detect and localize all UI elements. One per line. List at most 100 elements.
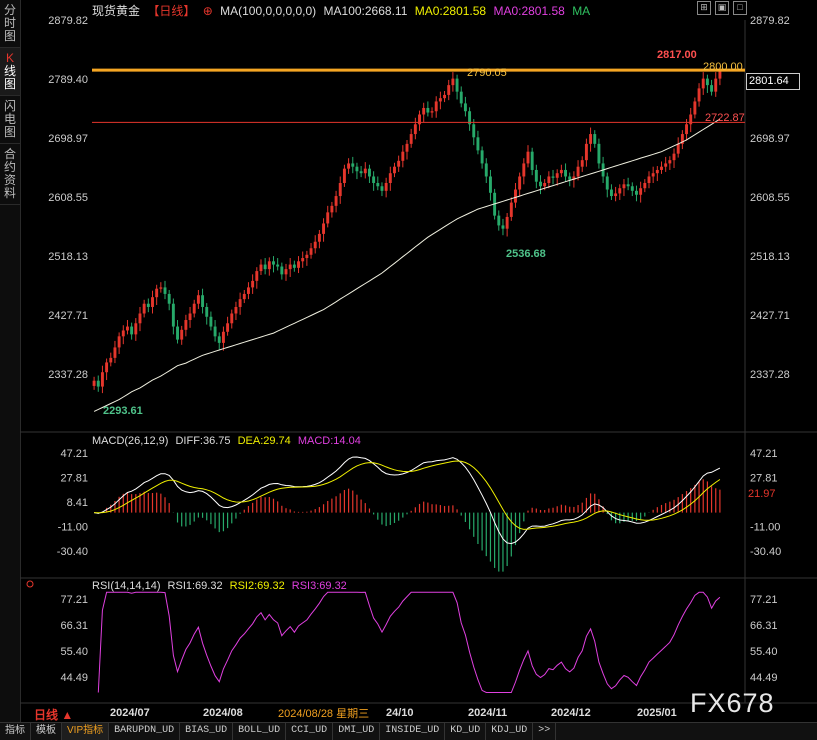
fullscreen-icon[interactable]: ⊞: [697, 1, 711, 15]
candle-body: [242, 293, 246, 300]
candle-body: [476, 137, 480, 151]
candle-body: [288, 264, 292, 270]
candle-body: [655, 169, 659, 174]
candle-body: [680, 134, 684, 144]
indicator-tab[interactable]: CCI_UD: [286, 723, 334, 740]
candle-body: [522, 163, 526, 177]
candle-body: [355, 166, 359, 172]
macd-diff: DIFF:36.75: [175, 435, 231, 447]
rsi-tick-left: 55.40: [60, 646, 88, 658]
sidebar-tab-3[interactable]: 合约资料: [0, 144, 20, 205]
indicator-tab[interactable]: BOLL_UD: [233, 723, 287, 740]
candle-body: [539, 181, 542, 187]
candle-body: [151, 297, 154, 307]
candle-body: [113, 347, 117, 358]
macd-dea: DEA:29.74: [237, 435, 291, 447]
candle-body: [509, 202, 513, 217]
macd-tick-left: -30.40: [57, 546, 88, 558]
indicator-tab[interactable]: VIP指标: [62, 723, 110, 740]
ma0-value-b: MA0:2801.58: [493, 4, 565, 18]
xtick-label: 2024/11: [468, 707, 508, 719]
rsi-tick-right: 55.40: [750, 646, 778, 658]
indicator-tab[interactable]: 指标: [0, 723, 31, 740]
maximize-icon[interactable]: □: [733, 1, 747, 15]
indicator-tab[interactable]: BARUPDN_UD: [109, 723, 181, 740]
candle-body: [330, 205, 334, 213]
candle-body: [322, 223, 326, 234]
candle-body: [367, 168, 371, 177]
ma100-line: [93, 118, 721, 412]
sidebar-tab-2[interactable]: 闪电图: [0, 96, 20, 144]
candle-body: [422, 107, 426, 115]
candle-body: [380, 186, 384, 191]
candle-body: [643, 183, 647, 189]
macd-tick-left: -11.00: [58, 522, 88, 534]
sidebar-tab-0[interactable]: 分时图: [0, 0, 20, 48]
candle-body: [342, 168, 346, 184]
price-tick-left: 2879.82: [48, 15, 88, 27]
candle-body: [609, 189, 613, 197]
candle-body: [488, 176, 492, 193]
restore-icon[interactable]: ▣: [715, 1, 729, 15]
macd-tick-right: 27.81: [750, 472, 778, 484]
candle-body: [484, 163, 488, 177]
indicator-tab[interactable]: KD_UD: [445, 723, 487, 740]
candle-body: [463, 103, 467, 112]
candle-body: [710, 85, 714, 92]
macd-tick-left: 8.41: [67, 497, 88, 509]
price-tick-left: 2518.13: [48, 251, 88, 263]
candle-body: [718, 71, 722, 79]
xtick-label: 2024/12: [551, 707, 591, 719]
indicator-tab[interactable]: 模板: [31, 723, 62, 740]
settings-icon[interactable]: ⊕: [202, 4, 213, 18]
candle-body: [547, 176, 551, 184]
candle-body: [480, 150, 484, 164]
dea-line: [94, 460, 721, 530]
rsi-header: RSI(14,14,14) RSI1:69.32 RSI2:69.32 RSI3…: [92, 580, 351, 592]
candle-body: [363, 168, 367, 174]
candle-body: [693, 101, 697, 115]
price-tick-right: 2879.82: [750, 15, 790, 27]
candle-body: [130, 326, 134, 335]
candle-body: [213, 326, 217, 337]
candle-body: [584, 143, 588, 161]
candle-body: [630, 186, 634, 191]
diff-line: [94, 456, 721, 545]
xtick-label: 24/10: [386, 707, 414, 719]
candle-body: [230, 313, 234, 324]
candle-body: [272, 261, 275, 265]
candle-body: [576, 166, 580, 177]
candle-body: [551, 176, 555, 178]
macd-tick-right: -11.00: [750, 522, 780, 534]
indicator-tab[interactable]: KDJ_UD: [486, 723, 534, 740]
candle-body: [372, 176, 376, 184]
price-tick-right: 2518.13: [750, 251, 790, 263]
indicator-tab[interactable]: DMI_UD: [333, 723, 381, 740]
period-label[interactable]: 【日线】: [147, 4, 196, 18]
price-tick-left: 2427.71: [48, 310, 88, 322]
candle-body: [459, 91, 463, 104]
candle-body: [468, 111, 472, 125]
rsi-name[interactable]: RSI(14,14,14): [92, 580, 161, 592]
candle-body: [534, 169, 538, 182]
candle-body: [426, 107, 430, 113]
xtick-label: 2024/07: [110, 707, 150, 719]
candle-body: [96, 380, 100, 387]
candle-body: [705, 78, 709, 86]
candle-body: [526, 151, 530, 164]
macd-name[interactable]: MACD(26,12,9): [92, 435, 169, 447]
indicator-tab[interactable]: INSIDE_UD: [380, 723, 446, 740]
candle-body: [472, 124, 476, 138]
macd-tick-left: 27.81: [60, 472, 88, 484]
indicator-tab[interactable]: BIAS_UD: [180, 723, 234, 740]
candle-body: [309, 248, 313, 255]
indicator-tab[interactable]: >>: [533, 723, 557, 740]
ma-params[interactable]: MA(100,0,0,0,0,0): [220, 4, 317, 18]
candle-body: [622, 184, 626, 189]
period-toggle[interactable]: 日线 ▲: [34, 708, 74, 722]
rsi-3: RSI3:69.32: [291, 580, 347, 592]
rsi-tick-left: 66.31: [60, 620, 88, 632]
candle-body: [660, 166, 663, 170]
